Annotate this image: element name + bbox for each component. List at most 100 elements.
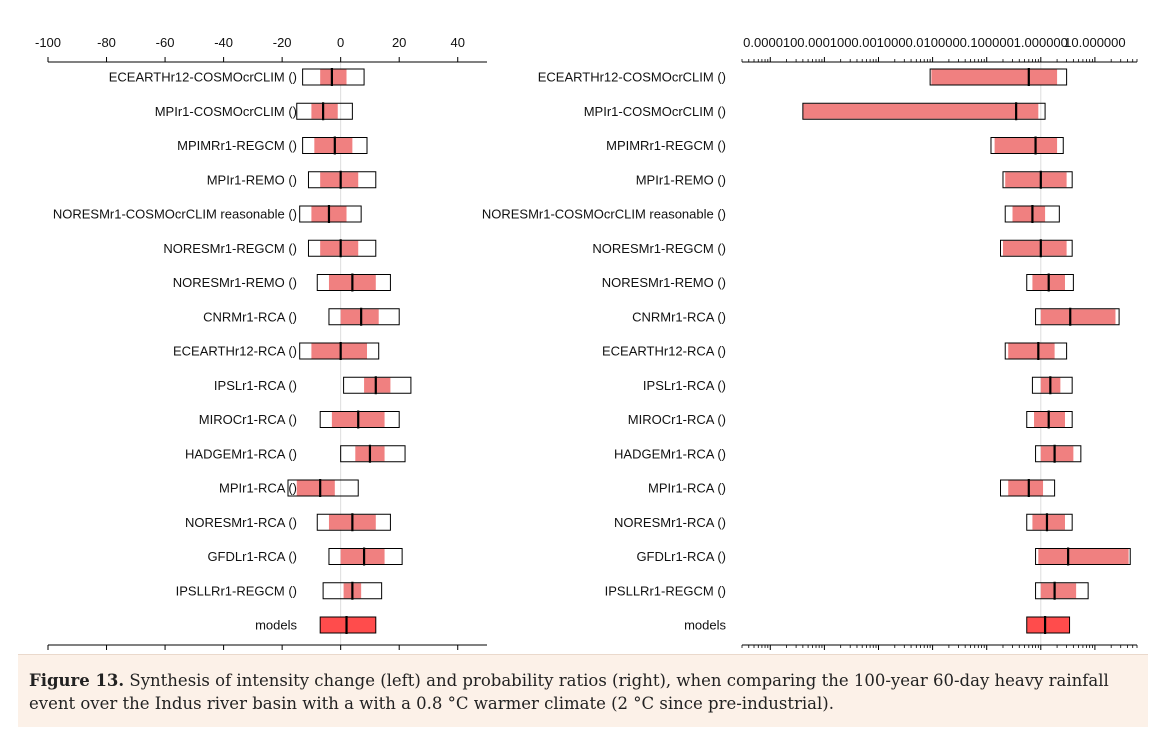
confidence-box	[328, 548, 403, 565]
row-label: ECEARTHr12-COSMOcrCLIM ()	[109, 70, 297, 85]
confidence-box	[1035, 308, 1120, 326]
confidence-box	[319, 411, 400, 428]
tick-label: -100	[35, 35, 61, 50]
row-label: IPSLr1-RCA ()	[214, 378, 297, 393]
row-label: ECEARTHr12-COSMOcrCLIM ()	[538, 70, 726, 85]
confidence-box	[802, 102, 1046, 120]
confidence-box	[929, 68, 1068, 86]
figure: -100 -80 -60 -40 -20 0 20 40 ECEARTHr12-COSMOcrC…	[35, 35, 1138, 650]
confidence-box	[302, 68, 365, 86]
confidence-box	[296, 102, 353, 120]
row-label: CNRMr1-RCA ()	[632, 309, 726, 324]
shaded-interval	[1032, 514, 1065, 530]
tick-label: 1.000000	[1014, 35, 1068, 50]
row-label: MPIMRr1-REGCM ()	[606, 138, 726, 153]
shaded-interval	[1008, 480, 1044, 496]
shaded-interval	[320, 69, 347, 85]
confidence-box	[319, 616, 377, 634]
tick-label: 0.010000	[905, 35, 959, 50]
confidence-box	[316, 274, 391, 291]
tick-label: 20	[392, 35, 406, 50]
row-label: MPIMRr1-REGCM ()	[177, 138, 297, 153]
row-label: HADGEMr1-RCA ()	[185, 446, 297, 461]
confidence-box	[1035, 548, 1131, 565]
row-label: MPIr1-COSMOcrCLIM ()	[155, 104, 297, 119]
shaded-interval	[931, 69, 1058, 85]
confidence-box	[1035, 445, 1082, 463]
row-label: GFDLr1-RCA ()	[207, 549, 297, 564]
row-label: NORESMr1-COSMOcrCLIM reasonable ()	[482, 207, 726, 222]
shaded-interval	[320, 617, 376, 633]
row-label: MPIr1-RCA ()	[219, 481, 297, 496]
confidence-box	[343, 376, 412, 394]
row-label: IPSLLRr1-REGCM ()	[605, 583, 726, 598]
shaded-interval	[364, 377, 391, 393]
row-label: ECEARTHr12-RCA ()	[173, 344, 297, 359]
tick-label: 40	[450, 35, 464, 50]
intensity-change-panel: -100 -80 -60 -40 -20 0 20 40 ECEARTHr12-COSMOcrC…	[35, 35, 487, 650]
tick-label: -20	[273, 35, 292, 50]
row-label: MPIr1-COSMOcrCLIM ()	[584, 104, 726, 119]
row-label: IPSLLRr1-REGCM ()	[176, 583, 297, 598]
confidence-box	[299, 205, 362, 223]
shaded-interval	[1040, 583, 1077, 599]
shaded-interval	[1005, 172, 1067, 188]
figure-caption: Figure 13. Synthesis of intensity change…	[29, 669, 1139, 715]
row-label: models	[684, 618, 726, 633]
row-label: NORESMr1-REGCM ()	[163, 241, 297, 256]
tick-label: 0.100000	[960, 35, 1014, 50]
confidence-box	[340, 445, 406, 463]
confidence-box	[316, 513, 391, 531]
row-label: GFDLr1-RCA ()	[636, 549, 726, 564]
row-label: CNRMr1-RCA ()	[203, 309, 297, 324]
confidence-box	[1002, 171, 1073, 189]
caption-box	[18, 654, 1148, 727]
row-label: HADGEMr1-RCA ()	[614, 446, 726, 461]
tick-label: -60	[156, 35, 175, 50]
caption-label: Figure 13.	[29, 671, 125, 690]
confidence-box	[1004, 342, 1068, 360]
shaded-interval	[311, 343, 368, 359]
row-label: MPIr1-RCA ()	[648, 481, 726, 496]
confidence-box	[1026, 616, 1071, 634]
confidence-box	[1035, 582, 1089, 600]
row-label: NORESMr1-COSMOcrCLIM reasonable ()	[53, 207, 297, 222]
tick-label: 0	[337, 35, 344, 50]
shaded-interval	[994, 138, 1058, 153]
shaded-interval	[314, 138, 353, 153]
confidence-box	[1031, 376, 1073, 394]
shaded-interval	[320, 172, 359, 188]
caption-text: Synthesis of intensity change (left) and…	[29, 671, 1109, 713]
confidence-box	[307, 239, 377, 257]
confidence-box	[328, 308, 400, 326]
row-label: MPIr1-REMO ()	[207, 172, 297, 187]
row-label: MPIr1-REMO ()	[636, 172, 726, 187]
confidence-box	[287, 479, 359, 497]
row-label: models	[255, 618, 297, 633]
row-label: NORESMr1-REMO ()	[602, 275, 726, 290]
row-label: MIROCr1-RCA ()	[199, 412, 297, 427]
confidence-box	[1026, 274, 1074, 291]
row-label: NORESMr1-REMO ()	[173, 275, 297, 290]
tick-label: -80	[97, 35, 116, 50]
shaded-interval	[340, 549, 385, 564]
shaded-interval	[1040, 446, 1074, 462]
tick-label: -40	[214, 35, 233, 50]
confidence-box	[1000, 479, 1056, 497]
shaded-interval	[1002, 240, 1067, 256]
tick-label: 0.000100	[797, 35, 851, 50]
shaded-interval	[296, 480, 335, 496]
row-label: ECEARTHr12-RCA ()	[602, 344, 726, 359]
shaded-interval	[1038, 549, 1129, 564]
shaded-interval	[1008, 343, 1055, 359]
shaded-interval	[1040, 309, 1116, 325]
tick-label: 10.000000	[1064, 35, 1125, 50]
tick-label: 0.000010	[743, 35, 797, 50]
confidence-box	[307, 171, 377, 189]
shaded-interval	[311, 103, 338, 119]
confidence-box	[990, 137, 1064, 154]
confidence-box	[1000, 239, 1073, 257]
tick-label: 0.001000	[851, 35, 905, 50]
shaded-interval	[340, 309, 379, 325]
shaded-interval	[320, 240, 359, 256]
